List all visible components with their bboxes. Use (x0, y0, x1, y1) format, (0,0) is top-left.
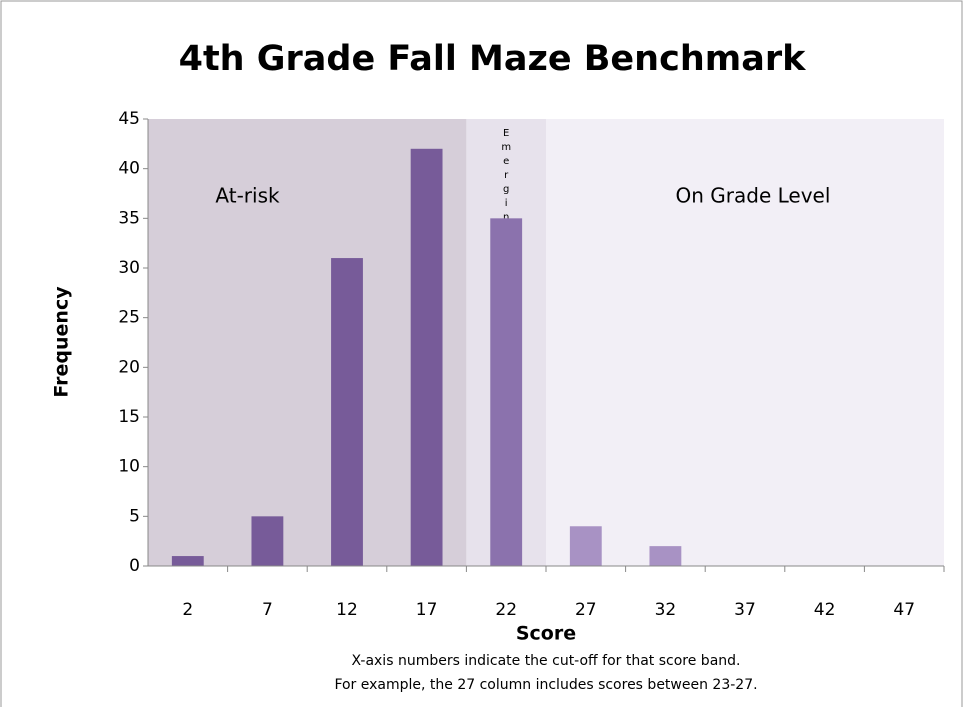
x-tick-label: 17 (416, 600, 438, 620)
y-tick-label: 10 (118, 457, 140, 477)
y-tick-label: 20 (118, 357, 140, 377)
y-axis-label: Frequency (51, 286, 73, 398)
y-tick-label: 30 (118, 258, 140, 278)
x-tick-label: 37 (734, 600, 756, 620)
bar (331, 258, 363, 566)
x-tick-label: 47 (893, 600, 915, 620)
chart-title: 4th Grade Fall Maze Benchmark (179, 39, 807, 79)
note: X-axis numbers indicate the cut-off for … (352, 653, 741, 669)
note: For example, the 27 column includes scor… (334, 677, 757, 693)
bar (490, 218, 523, 567)
y-tick-label: 0 (129, 556, 140, 576)
y-tick-label: 45 (118, 109, 140, 129)
x-tick-label: 7 (262, 600, 273, 620)
region-label: Emerging (501, 128, 512, 240)
bar (569, 526, 602, 566)
x-tick-label: 22 (495, 600, 517, 620)
region (546, 119, 944, 566)
x-tick-label: 42 (814, 600, 836, 620)
y-tick-label: 15 (118, 407, 140, 427)
x-tick-label: 12 (336, 600, 358, 620)
x-tick-label: 27 (575, 600, 597, 620)
bar (251, 516, 284, 566)
x-axis-label: Score (516, 623, 576, 645)
y-tick-label: 5 (129, 506, 140, 526)
y-tick-label: 25 (118, 308, 140, 328)
region-label: At-risk (215, 184, 280, 208)
region-label: On Grade Level (676, 184, 831, 208)
bar (171, 556, 204, 566)
x-tick-label: 32 (655, 600, 677, 620)
bar (410, 148, 443, 567)
y-tick-label: 40 (118, 159, 140, 179)
y-tick-label: 35 (118, 208, 140, 228)
bar (649, 546, 682, 566)
x-tick-label: 2 (182, 600, 193, 620)
